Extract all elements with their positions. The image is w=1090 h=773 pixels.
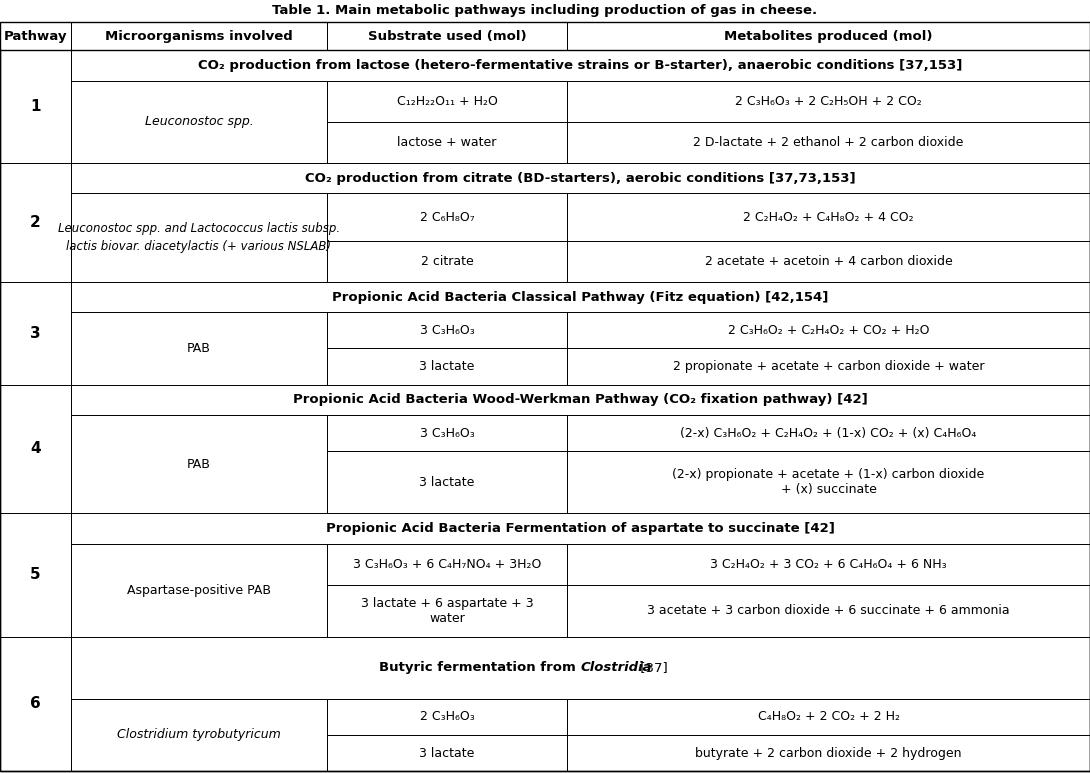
Bar <box>567 735 1090 771</box>
Text: CO₂ production from lactose (hetero-fermentative strains or B-starter), anaerobi: CO₂ production from lactose (hetero-ferm… <box>198 60 962 72</box>
Bar <box>327 241 567 282</box>
Bar <box>567 584 1090 637</box>
Text: 2 propionate + acetate + carbon dioxide + water: 2 propionate + acetate + carbon dioxide … <box>673 360 984 373</box>
Text: Propionic Acid Bacteria Fermentation of aspartate to succinate [42]: Propionic Acid Bacteria Fermentation of … <box>326 522 835 535</box>
Bar <box>71 50 1090 81</box>
Bar <box>327 415 567 451</box>
Text: Propionic Acid Bacteria Classical Pathway (Fitz equation) [42,154]: Propionic Acid Bacteria Classical Pathwa… <box>332 291 828 304</box>
Text: 3 C₃H₆O₃: 3 C₃H₆O₃ <box>420 324 474 337</box>
Bar <box>71 415 327 513</box>
Text: 3 C₃H₆O₃: 3 C₃H₆O₃ <box>420 427 474 440</box>
Bar <box>71 193 327 282</box>
Text: lactose + water: lactose + water <box>398 136 497 149</box>
Bar <box>567 543 1090 584</box>
Text: 2 C₃H₆O₃ + 2 C₂H₅OH + 2 CO₂: 2 C₃H₆O₃ + 2 C₂H₅OH + 2 CO₂ <box>735 95 922 108</box>
Bar <box>71 543 327 637</box>
Bar <box>71 81 327 163</box>
Bar <box>0 282 71 385</box>
Text: 3 lactate + 6 aspartate + 3
water: 3 lactate + 6 aspartate + 3 water <box>361 597 533 625</box>
Bar <box>71 282 1090 312</box>
Text: 3 acetate + 3 carbon dioxide + 6 succinate + 6 ammonia: 3 acetate + 3 carbon dioxide + 6 succina… <box>647 604 1009 617</box>
Text: 2 C₃H₆O₂ + C₂H₄O₂ + CO₂ + H₂O: 2 C₃H₆O₂ + C₂H₄O₂ + CO₂ + H₂O <box>728 324 930 337</box>
Text: 2 acetate + acetoin + 4 carbon dioxide: 2 acetate + acetoin + 4 carbon dioxide <box>704 255 953 267</box>
Text: 3 lactate: 3 lactate <box>420 747 474 760</box>
Bar <box>567 415 1090 451</box>
Text: lactis biovar. diacetylactis (+ various NSLAB): lactis biovar. diacetylactis (+ various … <box>66 240 331 253</box>
Text: (2-x) propionate + acetate + (1-x) carbon dioxide
+ (x) succinate: (2-x) propionate + acetate + (1-x) carbo… <box>673 468 984 496</box>
Bar <box>327 735 567 771</box>
Bar <box>327 699 567 735</box>
Bar <box>567 193 1090 241</box>
Bar <box>71 513 1090 543</box>
Bar <box>71 163 1090 193</box>
Bar <box>327 349 567 385</box>
Bar <box>0 163 71 282</box>
Text: C₄H₈O₂ + 2 CO₂ + 2 H₂: C₄H₈O₂ + 2 CO₂ + 2 H₂ <box>758 710 899 724</box>
Text: PAB: PAB <box>187 458 211 471</box>
Text: Substrate used (mol): Substrate used (mol) <box>367 29 526 43</box>
Bar <box>71 699 327 771</box>
Text: (2-x) C₃H₆O₂ + C₂H₄O₂ + (1-x) CO₂ + (x) C₄H₆O₄: (2-x) C₃H₆O₂ + C₂H₄O₂ + (1-x) CO₂ + (x) … <box>680 427 977 440</box>
Text: Clostridia: Clostridia <box>581 662 652 674</box>
Bar <box>567 122 1090 163</box>
Bar <box>567 349 1090 385</box>
Bar <box>0 22 71 50</box>
Text: Leuconostoc spp. and Lactococcus lactis subsp.: Leuconostoc spp. and Lactococcus lactis … <box>58 223 340 236</box>
Text: Propionic Acid Bacteria Wood-Werkman Pathway (CO₂ fixation pathway) [42]: Propionic Acid Bacteria Wood-Werkman Pat… <box>293 393 868 407</box>
Bar <box>567 699 1090 735</box>
Bar <box>567 22 1090 50</box>
Text: 2 D-lactate + 2 ethanol + 2 carbon dioxide: 2 D-lactate + 2 ethanol + 2 carbon dioxi… <box>693 136 964 149</box>
Bar <box>327 312 567 349</box>
Bar <box>327 122 567 163</box>
Bar <box>567 241 1090 282</box>
Text: butyrate + 2 carbon dioxide + 2 hydrogen: butyrate + 2 carbon dioxide + 2 hydrogen <box>695 747 961 760</box>
Text: Clostridium tyrobutyricum: Clostridium tyrobutyricum <box>117 728 281 741</box>
Bar <box>0 50 71 163</box>
Text: Aspartase-positive PAB: Aspartase-positive PAB <box>128 584 271 597</box>
Text: PAB: PAB <box>187 342 211 355</box>
Text: 3 C₂H₄O₂ + 3 CO₂ + 6 C₄H₆O₄ + 6 NH₃: 3 C₂H₄O₂ + 3 CO₂ + 6 C₄H₆O₄ + 6 NH₃ <box>711 557 947 570</box>
Bar <box>327 81 567 122</box>
Text: 5: 5 <box>31 567 40 583</box>
Bar <box>327 22 567 50</box>
Text: 3 lactate: 3 lactate <box>420 475 474 489</box>
Text: 2 citrate: 2 citrate <box>421 255 473 267</box>
Bar <box>0 513 71 637</box>
Text: C₁₂H₂₂O₁₁ + H₂O: C₁₂H₂₂O₁₁ + H₂O <box>397 95 497 108</box>
Bar <box>327 584 567 637</box>
Text: Pathway: Pathway <box>3 29 68 43</box>
Text: Metabolites produced (mol): Metabolites produced (mol) <box>724 29 933 43</box>
Bar <box>71 637 1090 699</box>
Text: 6: 6 <box>31 696 41 711</box>
Text: 1: 1 <box>31 99 40 114</box>
Bar <box>71 312 327 385</box>
Text: 2 C₆H₈O₇: 2 C₆H₈O₇ <box>420 210 474 223</box>
Bar <box>327 543 567 584</box>
Bar <box>71 385 1090 415</box>
Text: 3 C₃H₆O₃ + 6 C₄H₇NO₄ + 3H₂O: 3 C₃H₆O₃ + 6 C₄H₇NO₄ + 3H₂O <box>353 557 542 570</box>
Text: 2 C₂H₄O₂ + C₄H₈O₂ + 4 CO₂: 2 C₂H₄O₂ + C₄H₈O₂ + 4 CO₂ <box>743 210 913 223</box>
Text: 2 C₃H₆O₃: 2 C₃H₆O₃ <box>420 710 474 724</box>
Bar <box>327 193 567 241</box>
Bar <box>0 385 71 513</box>
Bar <box>0 637 71 771</box>
Text: Butyric fermentation from: Butyric fermentation from <box>379 662 581 674</box>
Bar <box>567 81 1090 122</box>
Text: [37]: [37] <box>635 662 667 674</box>
Text: CO₂ production from citrate (BD-starters), aerobic conditions [37,73,153]: CO₂ production from citrate (BD-starters… <box>305 172 856 185</box>
Text: 4: 4 <box>31 441 40 456</box>
Bar <box>71 22 327 50</box>
Text: 3 lactate: 3 lactate <box>420 360 474 373</box>
Bar <box>327 451 567 513</box>
Text: 3: 3 <box>31 325 40 341</box>
Bar <box>567 312 1090 349</box>
Text: Leuconostoc spp.: Leuconostoc spp. <box>145 115 253 128</box>
Text: Microorganisms involved: Microorganisms involved <box>105 29 293 43</box>
Text: 2: 2 <box>31 215 41 230</box>
Bar <box>567 451 1090 513</box>
Text: Table 1. Main metabolic pathways including production of gas in cheese.: Table 1. Main metabolic pathways includi… <box>272 4 818 17</box>
